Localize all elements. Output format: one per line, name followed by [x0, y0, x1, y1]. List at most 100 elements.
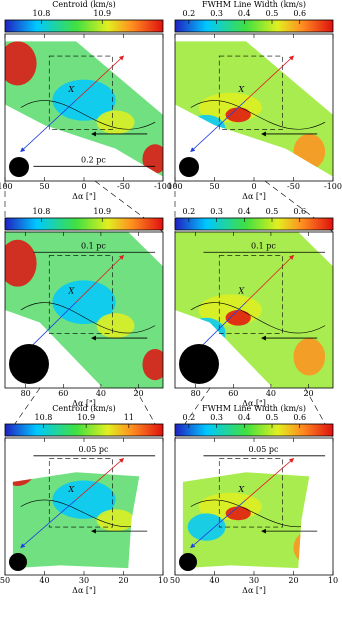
x-axis-label: Δα ["] [242, 192, 266, 201]
colorbar-tick-label: 10.8 [33, 207, 51, 216]
beam [179, 553, 197, 571]
arrow-red [245, 458, 295, 500]
colorbar-tick-label: 10.9 [77, 413, 95, 422]
colorbar-tick-label: 0.4 [238, 9, 251, 18]
x-tick-label: 50 [170, 576, 180, 585]
map-frame [174, 231, 334, 389]
beam [9, 157, 29, 177]
zoom-box [48, 458, 113, 528]
panel: 0.2 0.3 0.4 0.5 0.6 X 0.1 pc 80 60 40 20 Δα ["] [174, 207, 334, 408]
colorbar [174, 19, 334, 33]
marker-label: X [68, 286, 75, 295]
x-tick-label: 20 [133, 389, 143, 398]
map-blob [293, 133, 326, 170]
panel: Centroid (km/s)10.8 10.9 11 X 0.05 pc 50 40 30 2… [0, 404, 168, 595]
x-tick-label: -50 [287, 182, 300, 191]
colorbar [174, 217, 334, 231]
marker-label: X [238, 485, 245, 494]
panel: 10.8 10.9 X 0.1 pc 80 60 40 20 Δα ["] [4, 207, 164, 408]
zoom-box [48, 55, 113, 130]
colorbar-title: Centroid (km/s) [52, 404, 116, 413]
x-tick-label: 50 [0, 576, 10, 585]
scale-label: 0.1 pc [251, 241, 276, 250]
x-tick-label: 10 [328, 576, 338, 585]
panel: FWHM Line Width (km/s) 0.2 0.3 0.4 0.5 0.6 X 0.… [170, 404, 338, 595]
x-tick-label: 40 [266, 389, 276, 398]
x-tick-label: -100 [324, 182, 342, 191]
panel: FWHM Line Width (km/s) 0.2 0.3 0.4 0.5 0.6 X 10… [167, 0, 342, 201]
colorbar-tick-label: 11 [124, 413, 134, 422]
x-tick-label: 100 [0, 182, 13, 191]
colorbar-tick-label: 0.5 [266, 207, 279, 216]
colorbar-tick-label: 10.9 [93, 9, 111, 18]
x-tick-label: 20 [303, 389, 313, 398]
colorbar [4, 217, 164, 231]
x-axis-label: Δα ["] [242, 399, 266, 408]
arrow-red [75, 254, 125, 303]
colorbar [4, 423, 164, 437]
colorbar-tick-label: 0.2 [182, 9, 195, 18]
x-tick-label: 20 [118, 576, 128, 585]
map-blob [142, 541, 167, 568]
colorbar-tick-label: 0.3 [210, 413, 223, 422]
map-blob [52, 480, 116, 519]
colorbar-tick-label: 0.6 [293, 207, 306, 216]
colorbar-tick-label: 0.3 [210, 207, 223, 216]
arrow-blue [20, 499, 77, 549]
x-tick-label: 0 [251, 182, 256, 191]
x-tick-label: 40 [96, 389, 106, 398]
map-blob [52, 280, 116, 325]
scale-label: 0.2 pc [81, 155, 106, 164]
marker-label: X [238, 286, 245, 295]
colorbar-title: FWHM Line Width (km/s) [202, 0, 306, 9]
x-tick-label: 100 [167, 182, 182, 191]
beam [179, 157, 199, 177]
arrow-blue [20, 99, 77, 153]
arrow-red [245, 254, 295, 303]
colorbar-tick-label: 0.2 [182, 207, 195, 216]
colorbar-tick-label: 0.5 [266, 9, 279, 18]
map [12, 472, 167, 569]
x-tick-label: 40 [39, 576, 49, 585]
contour [190, 302, 326, 334]
map-blob [225, 506, 251, 521]
map-blob [5, 239, 37, 287]
x-axis-label: Δα ["] [72, 586, 96, 595]
zoom-box [48, 255, 113, 334]
map-blob [96, 110, 135, 134]
colorbar-tick-label: 10.8 [35, 413, 53, 422]
arrow-red [75, 55, 125, 101]
map-blob [142, 349, 163, 381]
marker-label: X [68, 485, 75, 494]
arrow-blue [190, 499, 247, 549]
beam [9, 344, 49, 384]
x-tick-label: 80 [21, 389, 31, 398]
x-tick-label: 60 [228, 389, 238, 398]
map-blob [293, 531, 310, 565]
map-blob [96, 313, 135, 339]
x-tick-label: 40 [209, 576, 219, 585]
contour [20, 302, 156, 334]
x-tick-label: 30 [79, 576, 89, 585]
contour [190, 100, 326, 130]
map-blob [96, 509, 135, 532]
arrow-red [75, 458, 125, 500]
map-blob [142, 144, 163, 174]
x-axis-label: Δα ["] [72, 192, 96, 201]
map-frame [4, 231, 164, 389]
x-tick-label: 80 [191, 389, 201, 398]
x-tick-label: 30 [249, 576, 259, 585]
colorbar-tick-label: 0.6 [293, 9, 306, 18]
x-tick-label: 10 [158, 576, 168, 585]
scale-label: 0.05 pc [248, 445, 278, 454]
colorbar-tick-label: 0.3 [210, 9, 223, 18]
colorbar-tick-label: 0.4 [238, 207, 251, 216]
x-tick-label: -100 [154, 182, 172, 191]
x-axis-label: Δα ["] [72, 399, 96, 408]
colorbar-tick-label: 10.9 [93, 207, 111, 216]
beam [9, 553, 27, 571]
map-blob [293, 338, 326, 376]
map-blob [12, 472, 37, 486]
x-tick-label: 0 [81, 182, 86, 191]
